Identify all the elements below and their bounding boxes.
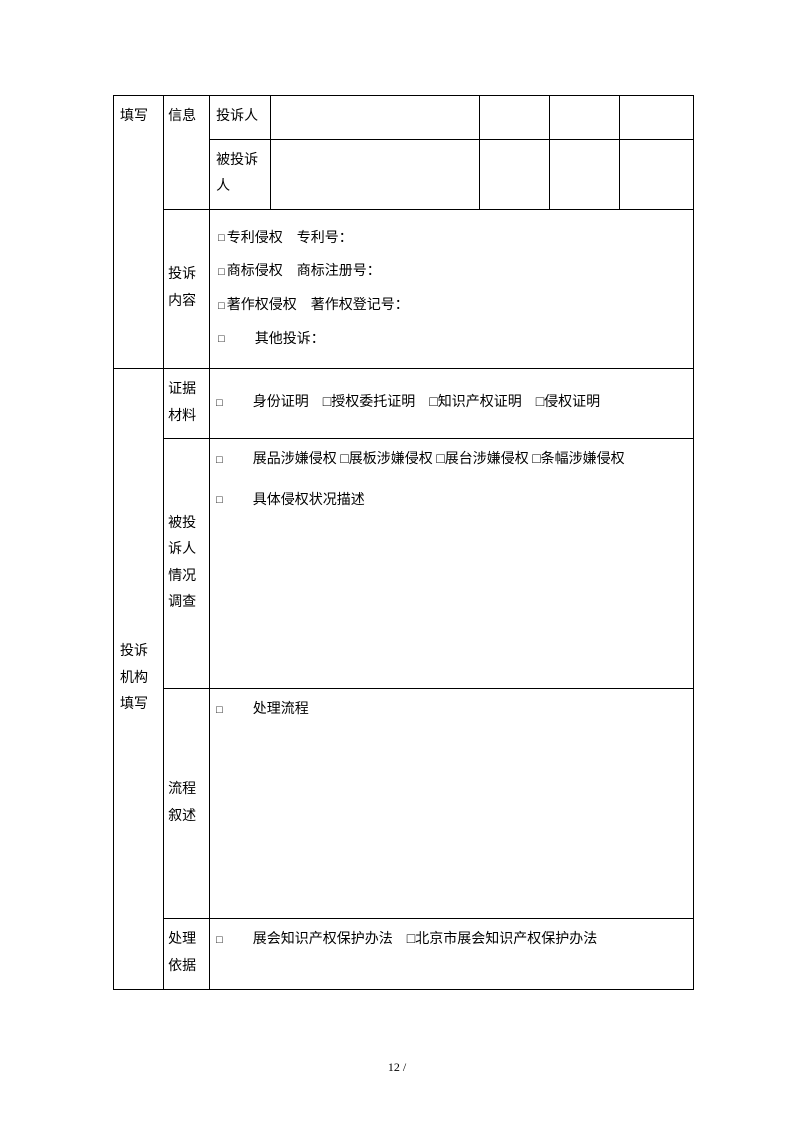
table-row: 被投诉人情况调查 □ 展品涉嫌侵权 □展板涉嫌侵权 □展台涉嫌侵权 □条幅涉嫌侵… xyxy=(114,439,694,689)
line-exhibit-types: □ 展品涉嫌侵权 □展板涉嫌侵权 □展台涉嫌侵权 □条幅涉嫌侵权 xyxy=(216,447,687,474)
cell-process-content: □ 处理流程 xyxy=(210,689,694,919)
line-copyright: □著作权侵权 著作权登记号： xyxy=(218,289,685,323)
checkbox-icon: □ xyxy=(218,326,225,352)
cell-evidence-label: 证据材料 xyxy=(164,369,210,439)
checkbox-icon: □ xyxy=(216,393,223,414)
cell-info-label: 信息 xyxy=(164,96,210,210)
cell-respondent-label: 被投诉人 xyxy=(210,139,271,209)
cell-empty xyxy=(270,96,479,140)
line-other: □ 其他投诉： xyxy=(218,323,685,357)
checkbox-icon: □ xyxy=(218,225,225,251)
cell-section2-label: 投诉机构填写 xyxy=(114,369,164,989)
cell-evidence-content: □ 身份证明 □授权委托证明 □知识产权证明 □侵权证明 xyxy=(210,369,694,439)
table-row: 流程叙述 □ 处理流程 xyxy=(114,689,694,919)
cell-empty xyxy=(619,139,693,209)
checkbox-icon: □ xyxy=(218,259,225,285)
document-page: 填写 信息 投诉人 被投诉人 投诉内容 □专利侵权 专利号： □商标侵权 商标注… xyxy=(0,0,794,1123)
page-number: 12 / xyxy=(0,1060,794,1075)
form-table: 填写 信息 投诉人 被投诉人 投诉内容 □专利侵权 专利号： □商标侵权 商标注… xyxy=(113,95,694,990)
cell-empty xyxy=(549,96,619,140)
checkbox-icon: □ xyxy=(216,700,223,721)
cell-basis-label: 处理依据 xyxy=(164,919,210,989)
line-trademark: □商标侵权 商标注册号： xyxy=(218,255,685,289)
cell-basis-content: □ 展会知识产权保护办法 □北京市展会知识产权保护办法 xyxy=(210,919,694,989)
checkbox-icon: □ xyxy=(216,450,223,471)
cell-section1-label: 填写 xyxy=(114,96,164,369)
cell-empty xyxy=(479,96,549,140)
cell-empty xyxy=(549,139,619,209)
cell-investigation-label: 被投诉人情况调查 xyxy=(164,439,210,689)
table-row: 投诉内容 □专利侵权 专利号： □商标侵权 商标注册号： □著作权侵权 著作权登… xyxy=(114,209,694,368)
checkbox-icon: □ xyxy=(218,293,225,319)
table-row: 填写 信息 投诉人 xyxy=(114,96,694,140)
table-row: 投诉机构填写 证据材料 □ 身份证明 □授权委托证明 □知识产权证明 □侵权证明 xyxy=(114,369,694,439)
cell-complainant-label: 投诉人 xyxy=(210,96,271,140)
cell-investigation-content: □ 展品涉嫌侵权 □展板涉嫌侵权 □展台涉嫌侵权 □条幅涉嫌侵权 □ 具体侵权状… xyxy=(210,439,694,689)
cell-empty xyxy=(270,139,479,209)
cell-process-label: 流程叙述 xyxy=(164,689,210,919)
cell-complaint-content-label: 投诉内容 xyxy=(164,209,210,368)
checkbox-icon: □ xyxy=(216,930,223,951)
line-description: □ 具体侵权状况描述 xyxy=(216,488,687,515)
cell-complaint-content: □专利侵权 专利号： □商标侵权 商标注册号： □著作权侵权 著作权登记号： □… xyxy=(210,209,694,368)
checkbox-icon: □ xyxy=(216,490,223,511)
cell-empty xyxy=(619,96,693,140)
cell-empty xyxy=(479,139,549,209)
table-row: 处理依据 □ 展会知识产权保护办法 □北京市展会知识产权保护办法 xyxy=(114,919,694,989)
line-patent: □专利侵权 专利号： xyxy=(218,222,685,256)
